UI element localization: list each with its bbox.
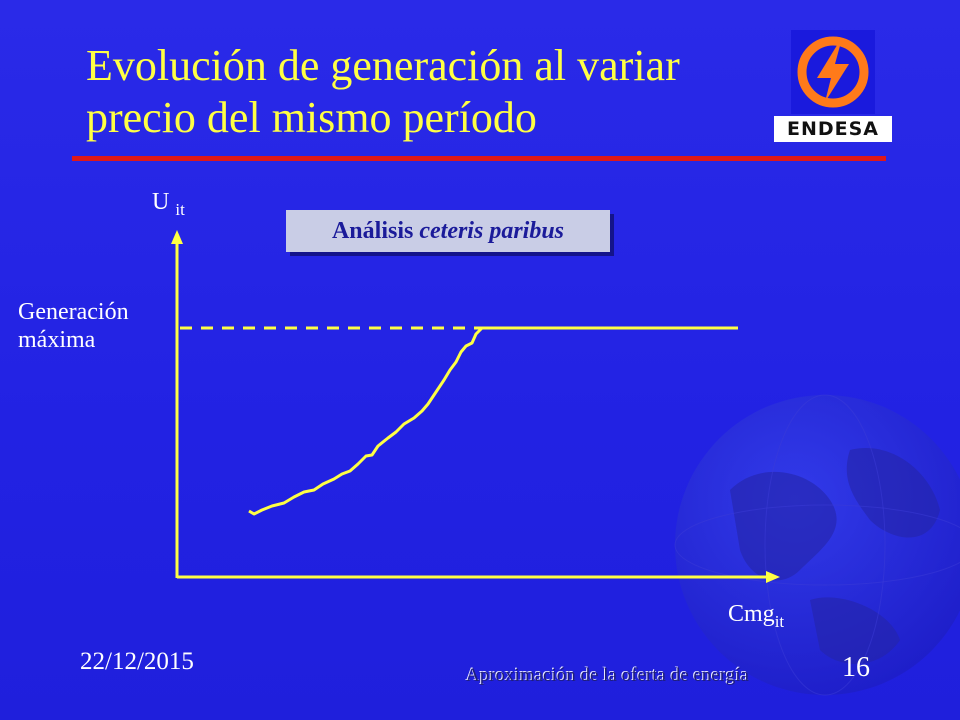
x-axis-subscript: it xyxy=(774,612,785,631)
logo-mark xyxy=(791,30,875,114)
ceteris-paribus-note: Análisis ceteris paribus xyxy=(286,210,610,252)
globe-icon xyxy=(674,394,960,696)
page-number: 16 xyxy=(842,652,870,683)
max-generation-label: Generación máxima xyxy=(18,298,129,354)
logo-wordmark: ENDESA xyxy=(774,116,892,142)
y-axis xyxy=(171,230,183,578)
note-prefix: Análisis xyxy=(331,218,414,244)
slide-title: Evolución de generación al variar precio… xyxy=(86,40,766,144)
title-line-2: precio del mismo período xyxy=(86,93,537,142)
x-axis-label: Cmgit xyxy=(728,601,785,631)
y-axis-label: U it xyxy=(152,189,185,219)
lightning-bolt-icon xyxy=(797,36,869,108)
title-divider xyxy=(72,156,886,161)
generation-curve xyxy=(248,326,484,516)
title-line-1: Evolución de generación al variar xyxy=(86,41,680,90)
footer-title: Aproximación de la oferta de energía xyxy=(466,665,749,686)
slide-date: 22/12/2015 xyxy=(80,648,194,675)
endesa-logo: ENDESA xyxy=(774,30,892,142)
note-italic: ceteris paribus xyxy=(419,218,565,244)
x-axis xyxy=(177,571,780,583)
max-generation-label-line-2: máxima xyxy=(18,327,96,353)
y-axis-subscript: it xyxy=(175,200,185,219)
max-generation-label-line-1: Generación xyxy=(18,299,129,325)
